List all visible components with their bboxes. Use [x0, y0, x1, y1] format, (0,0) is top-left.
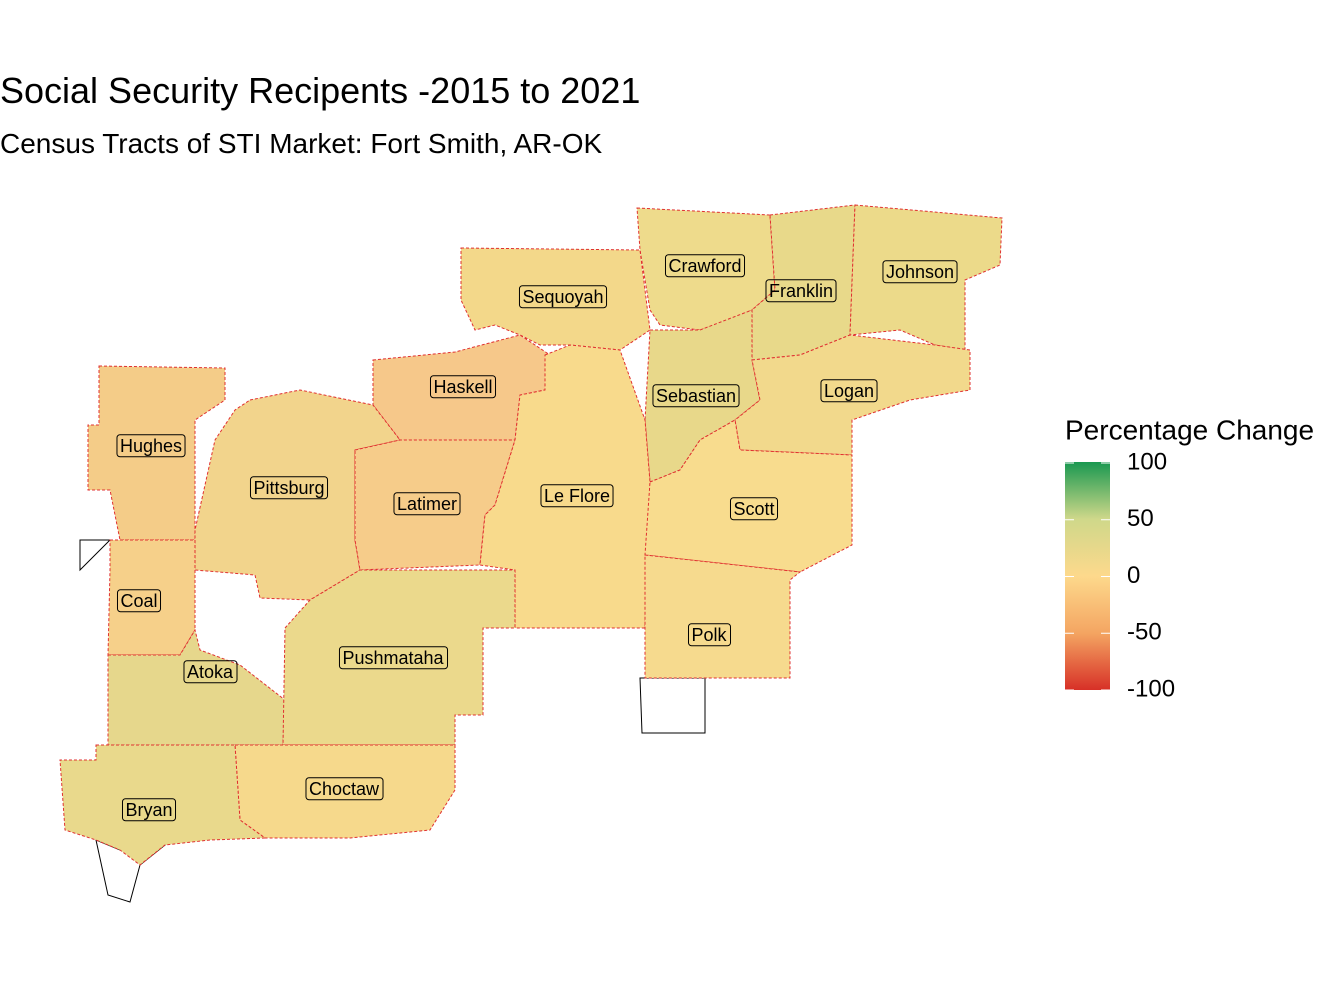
colorbar-tick-label: 0 — [1127, 562, 1140, 589]
label-box — [882, 260, 958, 284]
label-box — [652, 384, 740, 408]
county-label: Logan — [824, 381, 874, 401]
county-label: Haskell — [433, 377, 492, 397]
county-label: Johnson — [886, 262, 954, 282]
label-box — [429, 375, 497, 399]
county-label: Le Flore — [544, 486, 610, 506]
label-box — [305, 777, 384, 801]
county-label: Sebastian — [656, 386, 736, 406]
county-label: Pittsburg — [253, 478, 324, 498]
label-box — [687, 623, 732, 647]
county-label: Bryan — [125, 800, 172, 820]
label-box — [820, 379, 878, 403]
county-shape — [354, 439, 516, 571]
county-shape — [59, 744, 267, 866]
county-shape — [194, 389, 401, 601]
county-shape — [87, 365, 226, 541]
label-box — [121, 798, 177, 822]
county-shape — [107, 628, 286, 746]
label-box — [116, 589, 162, 613]
label-box — [765, 279, 837, 303]
county-shape — [282, 569, 516, 746]
label-box — [249, 476, 329, 500]
county-label: Franklin — [769, 281, 833, 301]
county-shape — [234, 744, 456, 839]
colorbar-tick-label: 100 — [1127, 448, 1167, 475]
county-label: Sequoyah — [522, 287, 603, 307]
colorbar-tick-label: 50 — [1127, 505, 1154, 532]
county-shape — [460, 247, 651, 351]
county-label: Pushmataha — [342, 648, 444, 668]
label-box — [518, 285, 608, 309]
county-shape — [372, 334, 551, 441]
county-label: Choctaw — [309, 779, 380, 799]
label-box — [183, 660, 238, 684]
label-box — [664, 254, 746, 278]
county-shape — [107, 539, 196, 656]
county-label: Polk — [691, 625, 727, 645]
county-layer — [59, 204, 1003, 866]
county-label: Hughes — [120, 436, 182, 456]
map-title: Social Security Recipents -2015 to 2021 — [0, 70, 640, 111]
county-shape — [644, 554, 802, 679]
colorbar-tick-label: -50 — [1127, 619, 1162, 646]
legend-title: Percentage Change — [1065, 414, 1314, 445]
colorbar-tick-label: -100 — [1127, 675, 1175, 702]
county-label: Crawford — [668, 256, 741, 276]
county-label: Scott — [733, 499, 774, 519]
label-box — [729, 497, 779, 521]
county-label: Latimer — [397, 494, 457, 514]
map-subtitle: Census Tracts of STI Market: Fort Smith,… — [0, 128, 602, 159]
label-box — [540, 484, 614, 508]
county-labels: Crawford Franklin Johnson Sequoyah Sebastian… — [116, 254, 958, 822]
label-box — [338, 646, 449, 670]
county-label: Coal — [120, 591, 157, 611]
county-label: Atoka — [187, 662, 234, 682]
legend: Percentage Change 100 50 0 -50 -100 — [1065, 414, 1314, 702]
label-box — [116, 434, 186, 458]
label-box — [393, 492, 461, 516]
